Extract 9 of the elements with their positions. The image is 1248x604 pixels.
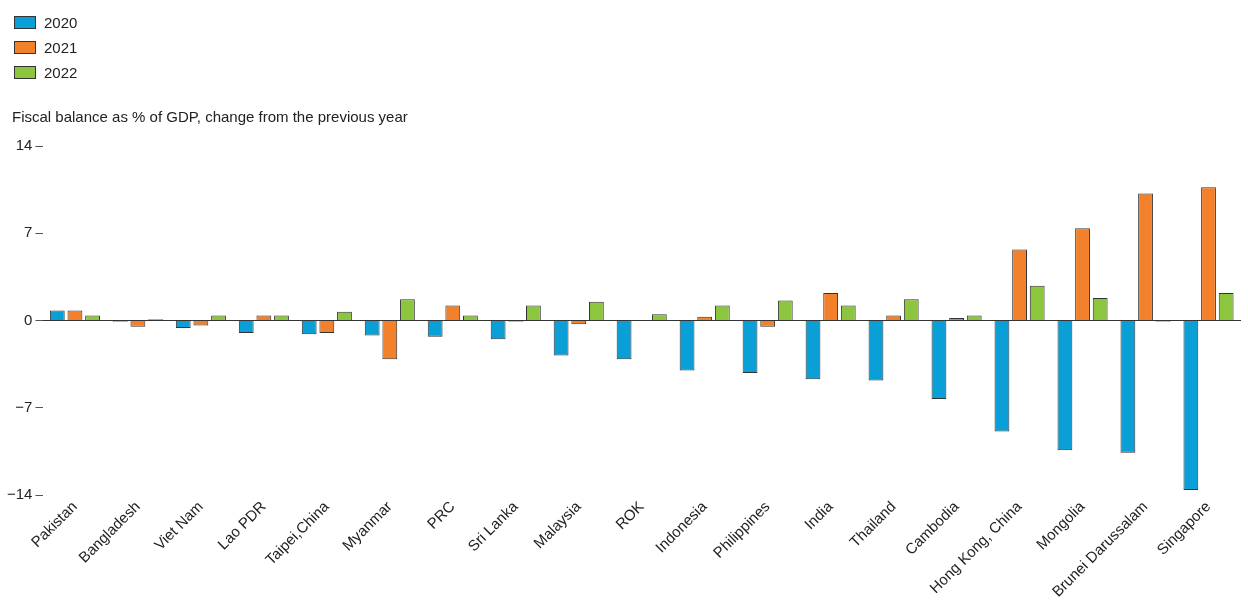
legend-label: 2021 xyxy=(44,39,78,56)
y-tick-label: 7 xyxy=(24,223,33,241)
y-tick-label: 0 xyxy=(24,310,33,328)
legend-label: 2020 xyxy=(44,14,78,31)
y-axis-title: Fiscal balance as % of GDP, change from the previous year xyxy=(12,108,408,125)
legend-label: 2022 xyxy=(44,64,78,81)
y-tick-label: −7 xyxy=(15,397,33,415)
y-tick-label: −14 xyxy=(6,485,33,503)
y-tick-label: 14 xyxy=(15,136,33,154)
